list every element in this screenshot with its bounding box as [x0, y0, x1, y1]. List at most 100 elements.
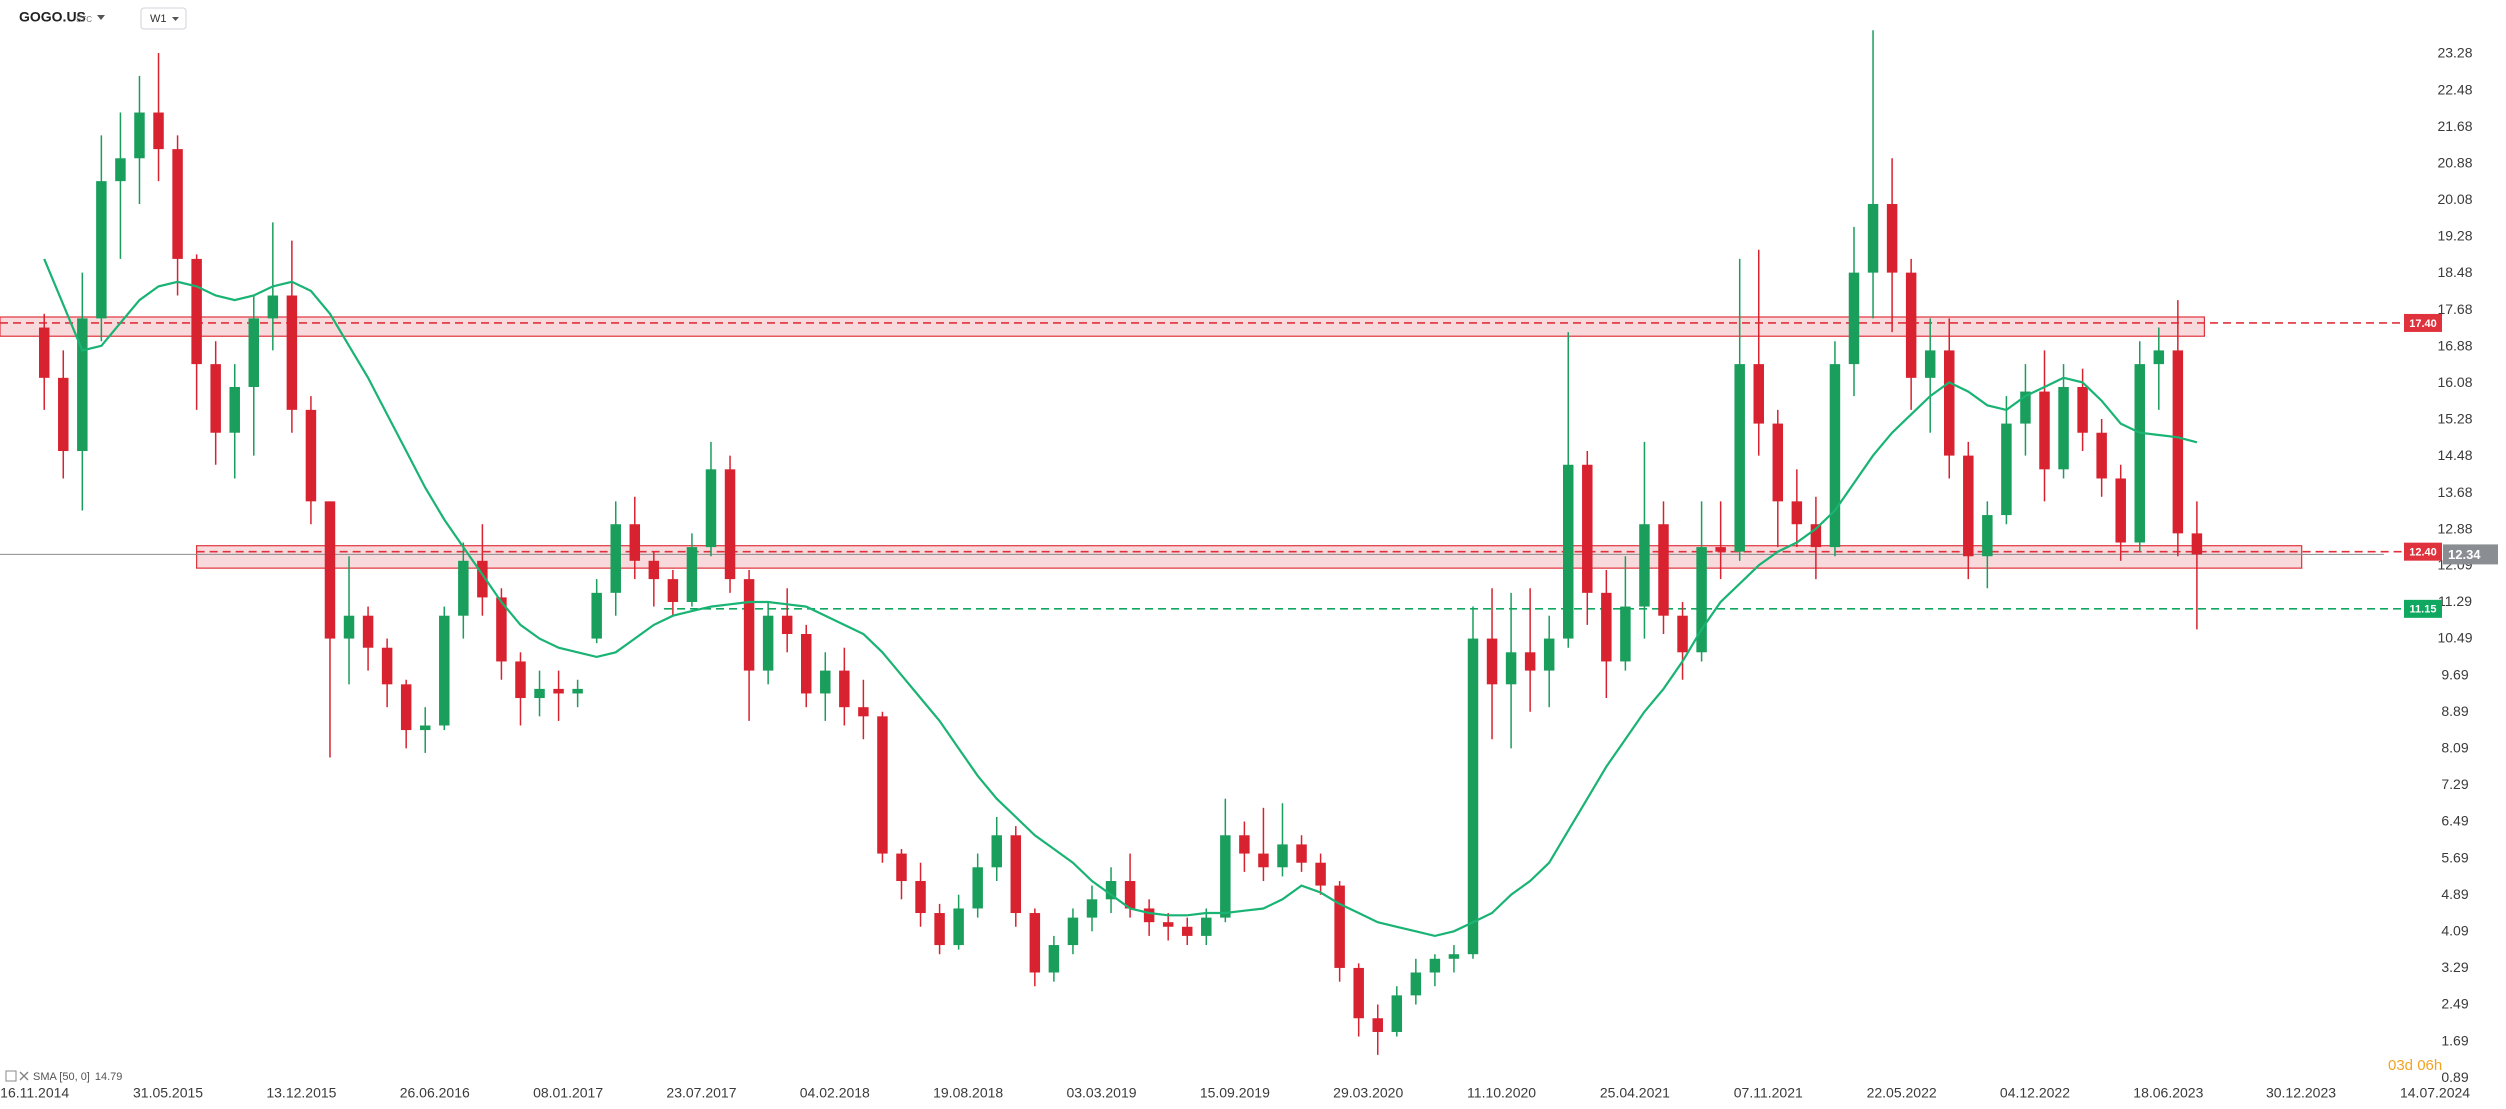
candle-body: [762, 615, 774, 671]
candle-body: [1563, 464, 1574, 639]
x-tick-label: 18.06.2023: [2133, 1085, 2203, 1101]
candle-body: [534, 688, 545, 699]
candle-body: [153, 112, 164, 150]
interval[interactable]: W1: [150, 13, 167, 25]
y-tick-label: 15.28: [2437, 411, 2472, 427]
candle-body: [781, 615, 793, 635]
indicator-value: 14.79: [95, 1071, 123, 1083]
candle-body: [1810, 524, 1822, 548]
x-tick-label: 08.01.2017: [533, 1085, 603, 1101]
indicator-settings-icon[interactable]: [5, 1070, 17, 1082]
candle-body: [553, 688, 564, 694]
candle-body: [1162, 922, 1174, 927]
y-tick-label: 1.69: [2441, 1032, 2468, 1048]
candle-body: [800, 634, 812, 694]
level-label: 17.40: [2409, 318, 2437, 330]
candle-body: [1944, 350, 1955, 456]
candle-body: [1467, 638, 1479, 955]
candle-body: [1296, 844, 1307, 863]
x-tick-label: 04.02.2018: [800, 1085, 870, 1101]
y-tick-label: 17.68: [2437, 301, 2472, 317]
candle-body: [1201, 917, 1212, 936]
candle-body: [1924, 350, 1936, 378]
y-tick-label: 16.08: [2437, 374, 2472, 390]
candle-body: [610, 524, 621, 593]
x-tick-label: 25.04.2021: [1600, 1085, 1670, 1101]
level-label-box: [2404, 599, 2442, 618]
indicator-icons[interactable]: [5, 1070, 29, 1082]
candle-body: [629, 524, 641, 561]
candle-body: [1067, 917, 1079, 946]
candle-body: [1791, 501, 1803, 525]
candle-body: [1715, 547, 1726, 552]
symbol-dropdown[interactable]: [97, 15, 105, 20]
candle-body: [496, 597, 507, 662]
candle-body: [439, 615, 450, 726]
candle-body: [248, 318, 260, 387]
candle-body: [1220, 835, 1231, 918]
y-tick-label: 16.88: [2437, 337, 2472, 353]
candle-body: [210, 364, 221, 433]
candle-body: [2020, 391, 2031, 424]
candle-body: [58, 377, 69, 452]
y-tick-label: 8.09: [2441, 740, 2468, 756]
indicator-name: SMA [50, 0]: [33, 1071, 90, 1083]
candle-body: [38, 327, 50, 378]
candle-body: [934, 913, 945, 946]
candle-body: [134, 112, 145, 159]
y-tick-label: 20.88: [2437, 154, 2472, 170]
candle-body: [115, 158, 126, 182]
candle-body: [343, 615, 355, 639]
candle-body: [1181, 926, 1193, 936]
candle-body: [477, 560, 488, 598]
sma-line: [43, 258, 2198, 938]
x-tick-label: 03.03.2019: [1066, 1085, 1136, 1101]
candle-body: [1734, 364, 1745, 552]
y-tick-label: 22.48: [2437, 81, 2472, 97]
candle-body: [1677, 615, 1688, 653]
candle-body: [820, 670, 831, 694]
candle-body: [362, 615, 374, 648]
x-tick-label: 30.12.2023: [2266, 1085, 2336, 1101]
candle-body: [572, 688, 583, 694]
x-tick-label: 31.05.2015: [133, 1085, 203, 1101]
candle-body: [1905, 272, 1917, 378]
x-tick-label: 07.11.2021: [1734, 1085, 1803, 1101]
candle-body: [705, 469, 717, 548]
candle-body: [2134, 364, 2145, 543]
candle-body: [1105, 881, 1117, 900]
candle-body: [858, 707, 869, 717]
candle-body: [972, 867, 983, 909]
x-tick-label: 16.11.2014: [0, 1085, 69, 1101]
candle-body: [267, 295, 279, 319]
y-tick-label: 4.89: [2441, 886, 2468, 902]
candle-body: [724, 469, 736, 580]
candle-body: [877, 716, 888, 854]
x-tick-label: 15.09.2019: [1200, 1085, 1270, 1101]
candle-body: [515, 661, 526, 699]
interval-select[interactable]: [140, 7, 187, 30]
candle-body: [1048, 945, 1060, 973]
y-tick-label: 11.29: [2438, 593, 2472, 609]
x-tick-label: 23.07.2017: [666, 1085, 736, 1101]
level-label-box: [2404, 542, 2442, 561]
indicator-remove-icon[interactable]: [19, 1071, 29, 1081]
candle-body: [1353, 967, 1364, 1019]
y-tick-label: 19.28: [2437, 228, 2472, 244]
candle-body: [1753, 364, 1764, 424]
candle-body: [191, 258, 202, 365]
candle-body: [381, 647, 393, 685]
candle-body: [991, 835, 1002, 868]
candle-body: [839, 670, 850, 708]
candle-body: [400, 684, 412, 731]
candle-body: [1258, 853, 1269, 868]
level-label: 12.40: [2409, 547, 2437, 559]
candle-body: [172, 149, 183, 259]
candle-body: [1848, 272, 1860, 365]
candle-body: [96, 181, 107, 319]
candle-body: [667, 579, 679, 602]
x-tick-label: 29.03.2020: [1333, 1085, 1403, 1101]
candle-body: [1086, 899, 1098, 918]
candle-body: [1524, 652, 1536, 671]
